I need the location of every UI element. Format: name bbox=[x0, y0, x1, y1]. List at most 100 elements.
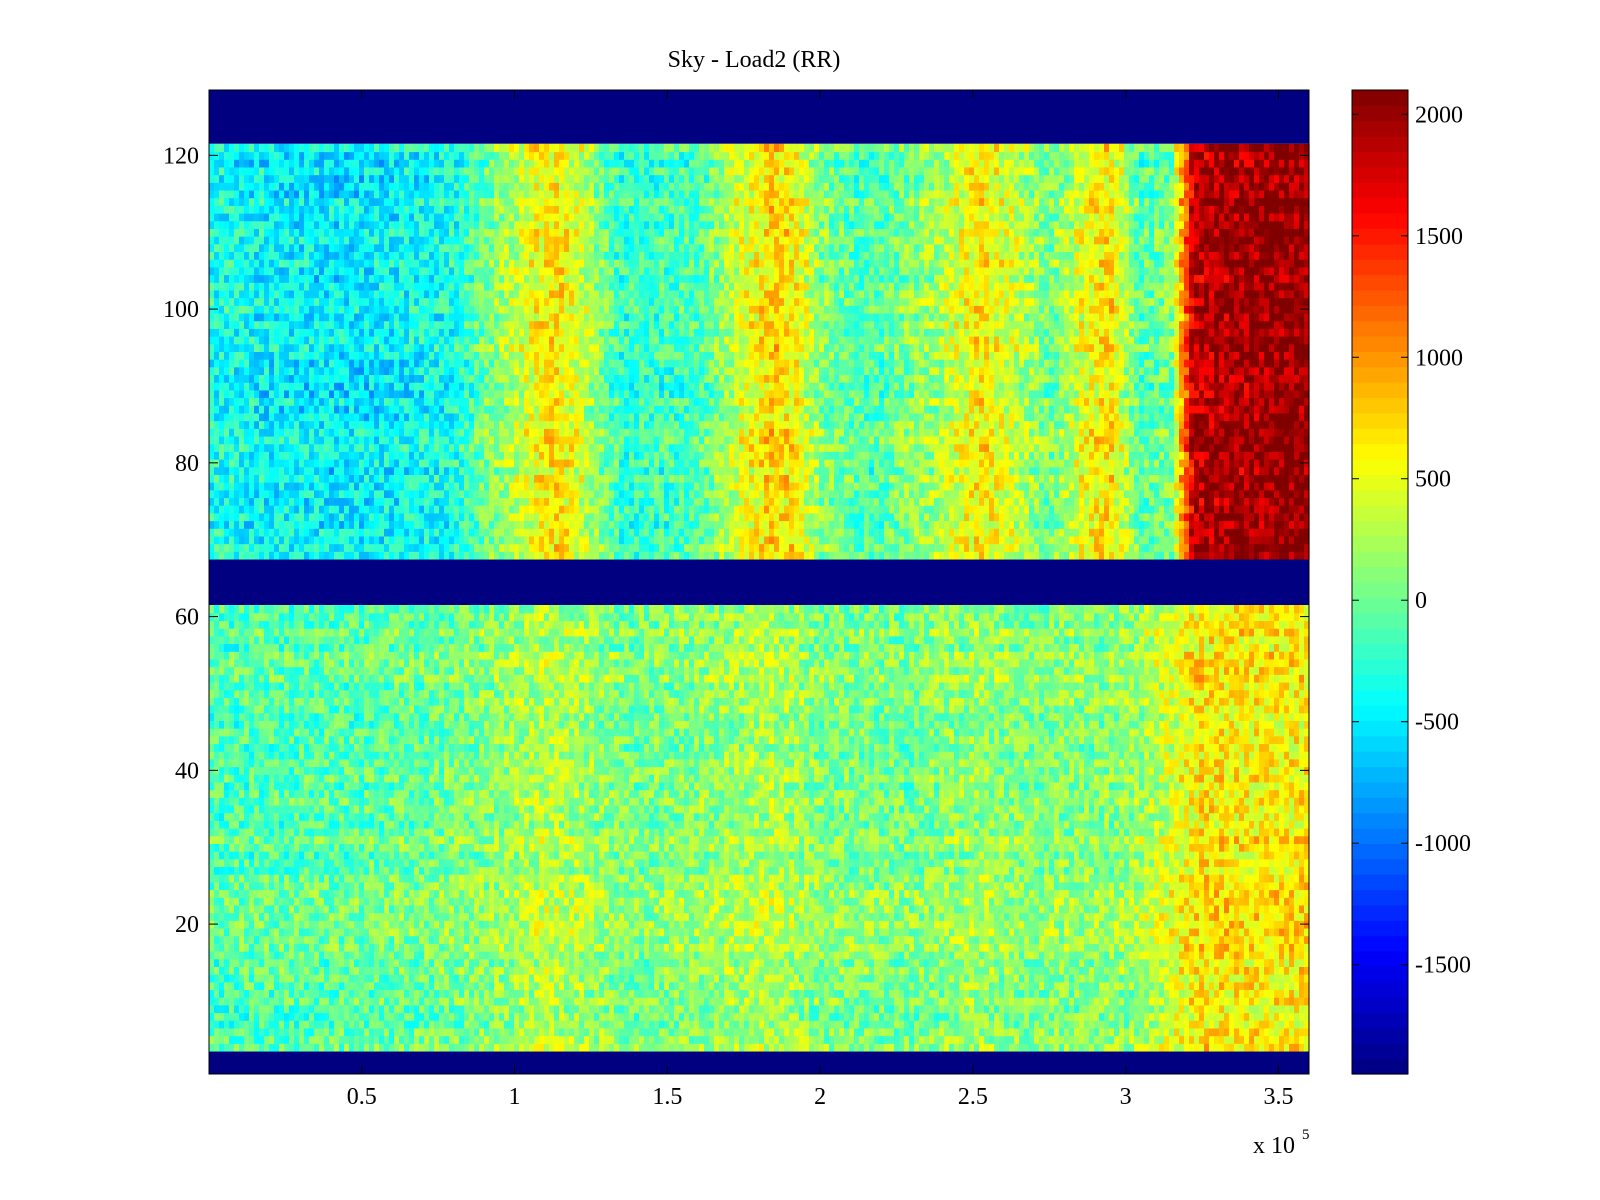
heatmap-cell bbox=[899, 466, 905, 475]
heatmap-cell bbox=[1114, 497, 1120, 506]
heatmap-cell bbox=[1089, 482, 1095, 491]
heatmap-cell bbox=[749, 535, 755, 545]
heatmap-cell bbox=[249, 397, 255, 406]
heatmap-cell bbox=[899, 389, 905, 399]
heatmap-cell bbox=[299, 535, 305, 545]
heatmap-cell bbox=[804, 489, 810, 499]
heatmap-cell bbox=[489, 451, 495, 460]
heatmap-cell bbox=[464, 389, 470, 399]
heatmap-cell bbox=[774, 466, 780, 475]
heatmap-cell bbox=[214, 466, 220, 475]
heatmap-cell bbox=[934, 405, 940, 414]
heatmap-cell bbox=[609, 497, 615, 506]
heatmap-cell bbox=[334, 405, 340, 414]
heatmap-cell bbox=[344, 543, 350, 552]
heatmap-cell bbox=[1204, 466, 1210, 475]
heatmap-cell bbox=[939, 405, 945, 414]
heatmap-cell bbox=[209, 382, 215, 391]
heatmap-cell bbox=[444, 474, 450, 483]
heatmap-cell bbox=[929, 551, 935, 560]
heatmap-cell bbox=[279, 505, 285, 514]
heatmap-cell bbox=[1104, 543, 1110, 552]
heatmap-cell bbox=[824, 528, 830, 537]
heatmap-cell bbox=[1269, 551, 1275, 560]
heatmap-cell bbox=[344, 459, 350, 468]
heatmap-cell bbox=[584, 543, 590, 552]
heatmap-cell bbox=[1254, 459, 1260, 468]
heatmap-cell bbox=[889, 405, 895, 414]
heatmap-cell bbox=[709, 520, 715, 529]
heatmap-cell bbox=[1149, 489, 1155, 499]
heatmap-cell bbox=[469, 397, 475, 406]
heatmap-cell bbox=[1004, 497, 1010, 506]
heatmap-cell bbox=[974, 528, 980, 537]
heatmap-cell bbox=[774, 435, 780, 445]
heatmap-cell bbox=[1039, 512, 1045, 522]
heatmap-cell bbox=[719, 497, 725, 506]
heatmap-cell bbox=[559, 528, 565, 537]
heatmap-cell bbox=[649, 397, 655, 406]
heatmap-cell bbox=[614, 505, 620, 514]
heatmap-cell bbox=[754, 443, 760, 452]
heatmap-cell bbox=[519, 535, 525, 545]
heatmap-cell bbox=[464, 451, 470, 460]
heatmap-cell bbox=[1079, 551, 1085, 560]
heatmap-cell bbox=[1169, 520, 1175, 529]
heatmap-cell bbox=[1134, 451, 1140, 460]
heatmap-cell bbox=[1264, 412, 1270, 422]
heatmap-cell bbox=[544, 482, 550, 491]
heatmap-cell bbox=[324, 420, 330, 429]
heatmap-cell bbox=[994, 466, 1000, 475]
heatmap-cell bbox=[1289, 389, 1295, 399]
heatmap-cell bbox=[764, 451, 770, 460]
heatmap-cell bbox=[1209, 505, 1215, 514]
heatmap-cell bbox=[824, 382, 830, 391]
heatmap-cell bbox=[289, 389, 295, 399]
heatmap-cell bbox=[764, 543, 770, 552]
heatmap-cell bbox=[229, 420, 235, 429]
heatmap-cell bbox=[829, 474, 835, 483]
heatmap-cell bbox=[604, 474, 610, 483]
heatmap-cell bbox=[994, 543, 1000, 552]
heatmap-cell bbox=[1294, 489, 1300, 499]
heatmap-cell bbox=[1209, 435, 1215, 445]
heatmap-cell bbox=[409, 466, 415, 475]
heatmap-cell bbox=[689, 443, 695, 452]
heatmap-cell bbox=[969, 512, 975, 522]
heatmap-cell bbox=[229, 505, 235, 514]
heatmap-cell bbox=[604, 435, 610, 445]
heatmap-cell bbox=[504, 451, 510, 460]
heatmap-cell bbox=[234, 435, 240, 445]
heatmap-cell bbox=[729, 451, 735, 460]
heatmap-cell bbox=[299, 482, 305, 491]
heatmap-cell bbox=[244, 551, 250, 560]
heatmap-cell bbox=[634, 551, 640, 560]
heatmap-cell bbox=[284, 389, 290, 399]
heatmap-cell bbox=[499, 512, 505, 522]
heatmap-cell bbox=[244, 451, 250, 460]
heatmap-cell bbox=[1169, 497, 1175, 506]
heatmap-cell bbox=[554, 497, 560, 506]
heatmap-cell bbox=[1169, 489, 1175, 499]
heatmap-cell bbox=[1264, 451, 1270, 460]
heatmap-cell bbox=[729, 474, 735, 483]
heatmap-cell bbox=[299, 443, 305, 452]
heatmap-cell bbox=[1204, 535, 1210, 545]
heatmap-cell bbox=[599, 489, 605, 499]
heatmap-cell bbox=[1004, 451, 1010, 460]
heatmap-cell bbox=[1099, 489, 1105, 499]
heatmap-cell bbox=[1119, 482, 1125, 491]
heatmap-cell bbox=[694, 420, 700, 429]
heatmap-cell bbox=[509, 474, 515, 483]
heatmap-cell bbox=[439, 382, 445, 391]
heatmap-cell bbox=[1169, 397, 1175, 406]
heatmap-cell bbox=[1154, 443, 1160, 452]
heatmap-cell bbox=[1274, 528, 1280, 537]
heatmap-cell bbox=[319, 451, 325, 460]
heatmap-cell bbox=[1264, 497, 1270, 506]
heatmap-cell bbox=[1039, 451, 1045, 460]
heatmap-cell bbox=[529, 435, 535, 445]
heatmap-cell bbox=[984, 466, 990, 475]
heatmap-cell bbox=[744, 451, 750, 460]
heatmap-cell bbox=[829, 528, 835, 537]
